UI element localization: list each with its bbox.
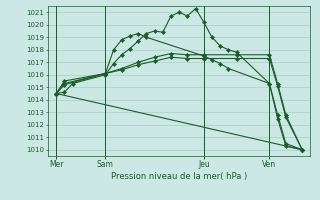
X-axis label: Pression niveau de la mer( hPa ): Pression niveau de la mer( hPa ) <box>111 172 247 181</box>
